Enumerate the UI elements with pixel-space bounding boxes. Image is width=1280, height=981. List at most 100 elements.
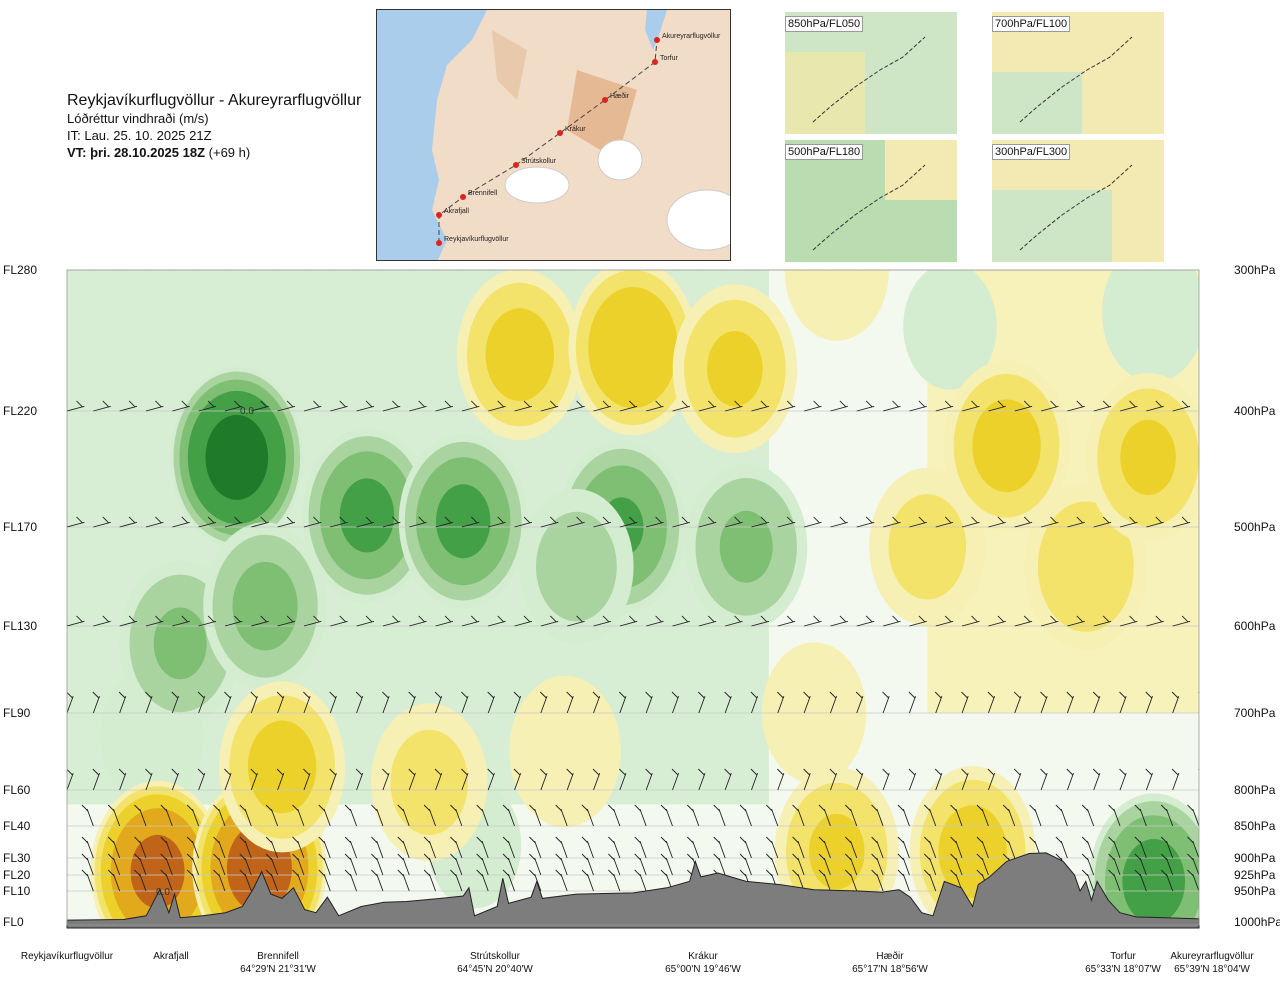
- contour-label: 0.0: [240, 406, 254, 417]
- field-contour: [808, 813, 865, 890]
- wind-barb: [988, 405, 1006, 412]
- wind-barb: [461, 772, 469, 791]
- wind-barb-feather: [897, 836, 905, 844]
- wind-barb: [777, 405, 796, 412]
- wind-barb-feather: [1055, 804, 1063, 812]
- wind-barb: [1172, 521, 1191, 528]
- map-highland: [567, 70, 637, 160]
- wind-barb: [67, 873, 68, 875]
- wind-barb: [224, 270, 227, 271]
- mini-map-300-svg: [992, 140, 1164, 262]
- wind-barb: [1014, 405, 1033, 412]
- wind-barb-feather: [818, 804, 826, 812]
- wind-barb: [935, 405, 954, 412]
- route-map: Reykjavíkurflugvöllur Akrafjall Brennifell…: [376, 9, 731, 261]
- wind-barb-feather: [355, 768, 363, 776]
- wind-barb: [67, 521, 85, 528]
- field-contour: [707, 331, 763, 407]
- wind-barb: [1146, 270, 1149, 271]
- wind-barb-feather: [1013, 691, 1021, 699]
- wind-barb: [376, 873, 384, 892]
- field-contour: [972, 399, 1041, 493]
- wind-barb: [218, 857, 226, 876]
- map-glacier-1: [504, 166, 570, 204]
- wind-barb-feather: [1092, 691, 1100, 699]
- wind-barb-feather: [645, 691, 652, 699]
- wind-barb-feather: [555, 853, 563, 861]
- wind-barb-feather: [839, 615, 847, 623]
- wind-barb: [382, 270, 385, 271]
- wind-barb: [349, 857, 358, 876]
- wind-barb-feather: [160, 869, 168, 877]
- field-contour: [588, 286, 678, 409]
- wind-barb: [698, 405, 717, 412]
- wind-barb: [619, 772, 627, 791]
- wind-barb-feather: [918, 615, 926, 623]
- wind-barb-feather: [171, 691, 179, 699]
- mini-map-route: [812, 164, 926, 251]
- wind-barb-feather: [1066, 691, 1074, 699]
- wind-barb: [481, 857, 489, 876]
- wind-barb-feather: [502, 804, 510, 812]
- wind-barb: [224, 521, 243, 528]
- wind-barb: [172, 270, 175, 271]
- wind-barb-feather: [576, 516, 583, 524]
- wind-barb: [639, 840, 647, 859]
- wind-barb: [850, 873, 858, 892]
- wind-barb: [435, 270, 438, 271]
- wind-barb-feather: [423, 853, 431, 861]
- wind-barb-feather: [818, 836, 826, 844]
- wind-barb: [270, 873, 279, 892]
- wind-barb: [567, 620, 585, 627]
- wind-barb-feather: [760, 615, 768, 623]
- wind-barb: [882, 772, 890, 791]
- wind-barb-feather: [734, 615, 741, 623]
- wind-barb: [435, 772, 443, 791]
- wind-barb-feather: [339, 400, 347, 408]
- wind-barb: [586, 857, 594, 876]
- wind-barb-feather: [923, 853, 931, 861]
- wind-barb-feather: [686, 836, 694, 844]
- wind-barb-feather: [818, 853, 826, 861]
- wind-barb-feather: [423, 804, 431, 812]
- wind-barb: [540, 620, 559, 627]
- wind-barb: [882, 695, 890, 714]
- wind-barb: [1119, 405, 1138, 412]
- flight-level-tick: FL220: [3, 404, 37, 418]
- wind-barb: [270, 808, 279, 827]
- wind-barb: [455, 873, 463, 892]
- mini-map-route: [1019, 164, 1133, 251]
- wind-barb-feather: [523, 615, 531, 623]
- wind-barb: [409, 620, 427, 627]
- wind-barb: [408, 695, 416, 714]
- wind-barb: [514, 405, 533, 412]
- wind-barb-feather: [592, 768, 600, 776]
- mini-map-850-svg: [785, 12, 957, 134]
- wind-barb-feather: [303, 691, 310, 699]
- wind-barb: [139, 873, 147, 892]
- wind-barb: [224, 772, 232, 791]
- field-contour: [509, 675, 621, 828]
- map-waypoint-marker: [436, 240, 442, 246]
- wind-barb-feather: [844, 804, 852, 812]
- wind-barb-feather: [944, 400, 952, 408]
- wind-barb-feather: [871, 869, 878, 877]
- wind-barb: [1192, 808, 1199, 827]
- wind-barb: [876, 873, 884, 892]
- waypoint-name: Strútskollur: [470, 951, 521, 962]
- wind-barb-feather: [382, 691, 389, 699]
- wind-barb: [1198, 625, 1199, 626]
- wind-barb-feather: [934, 691, 942, 699]
- wind-barb-feather: [803, 768, 810, 776]
- mini-map-label: 850hPa/FL050: [785, 16, 864, 32]
- wind-barb-feather: [892, 400, 899, 408]
- wind-barb: [1087, 808, 1095, 827]
- wind-barb: [586, 808, 594, 827]
- wind-barb-feather: [160, 853, 168, 861]
- wind-barb-feather: [792, 804, 799, 812]
- wind-barb: [435, 521, 454, 528]
- wind-barb: [1139, 840, 1147, 859]
- wind-barb-feather: [660, 804, 668, 812]
- wind-barb-feather: [682, 260, 688, 266]
- wind-barb-feather: [865, 516, 873, 524]
